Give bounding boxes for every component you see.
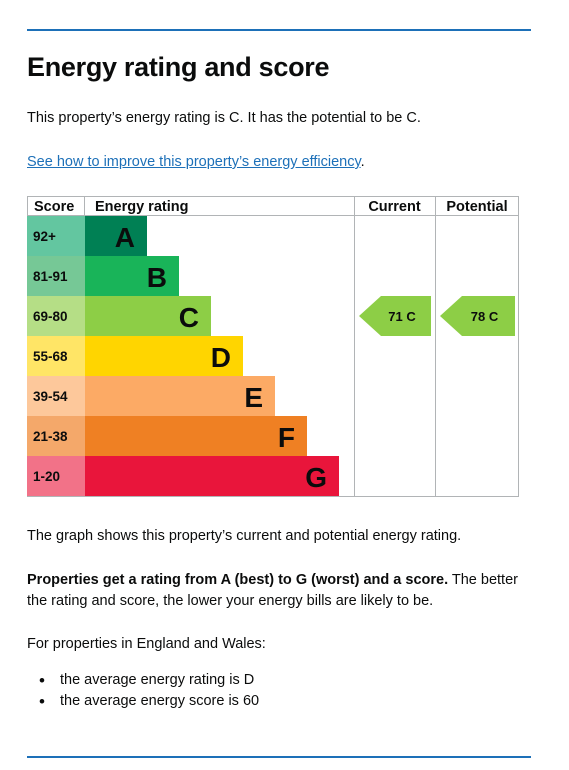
improve-efficiency-link[interactable]: See how to improve this property’s energ… xyxy=(27,154,361,170)
header-energy-rating: Energy rating xyxy=(95,199,188,215)
rating-bar-f xyxy=(85,416,307,456)
score-cell-a xyxy=(27,216,85,256)
score-cell-c xyxy=(27,296,85,336)
rating-letter-b: B xyxy=(147,262,167,293)
rating-bar-c xyxy=(85,296,211,336)
rating-bar-e xyxy=(85,376,275,416)
rating-explanation-bold: Properties get a rating from A (best) to… xyxy=(27,572,449,588)
score-label-a: 92+ xyxy=(33,229,56,244)
current-rating-arrow xyxy=(359,296,431,336)
header-current: Current xyxy=(368,199,421,215)
rating-letter-g: G xyxy=(305,462,327,493)
potential-rating-label: 78 C xyxy=(471,309,499,324)
score-label-f: 21-38 xyxy=(33,429,68,444)
rating-letter-a: A xyxy=(115,222,135,253)
list-item: the average energy score is 60 xyxy=(27,691,259,712)
rating-letter-e: E xyxy=(244,382,263,413)
bottom-divider xyxy=(27,756,531,758)
score-label-e: 39-54 xyxy=(33,389,68,404)
rating-bar-g xyxy=(85,456,339,496)
rating-explanation-rest: The better the rating and score, the low… xyxy=(27,572,518,609)
score-cell-b xyxy=(27,256,85,296)
rating-letter-d: D xyxy=(211,342,231,373)
rating-bar-b xyxy=(85,256,179,296)
top-divider xyxy=(27,29,531,31)
header-potential: Potential xyxy=(446,199,507,215)
improve-link-suffix: . xyxy=(360,154,365,170)
score-cell-f xyxy=(27,416,85,456)
region-intro: For properties in England and Wales: xyxy=(27,636,266,652)
rating-summary: This property’s energy rating is C. It h… xyxy=(27,110,421,126)
rating-letter-f: F xyxy=(278,422,295,453)
averages-list: the average energy rating is D the avera… xyxy=(27,670,259,712)
score-cell-g xyxy=(27,456,85,496)
score-cell-d xyxy=(27,336,85,376)
score-label-c: 69-80 xyxy=(33,309,68,324)
score-cell-e xyxy=(27,376,85,416)
header-score: Score xyxy=(34,199,74,215)
improve-link-line: See how to improve this property’s energ… xyxy=(27,152,365,173)
rating-bar-a xyxy=(85,216,147,256)
score-label-b: 81-91 xyxy=(33,269,68,284)
rating-letter-c: C xyxy=(179,302,199,333)
page-title: Energy rating and score xyxy=(27,52,330,82)
rating-explanation: Properties get a rating from A (best) to… xyxy=(27,570,531,612)
current-rating-label: 71 C xyxy=(388,309,416,324)
score-label-d: 55-68 xyxy=(33,349,68,364)
score-label-g: 1-20 xyxy=(33,469,60,484)
rating-bar-d xyxy=(85,336,243,376)
potential-rating-arrow xyxy=(440,296,515,336)
graph-description: The graph shows this property’s current … xyxy=(27,528,462,544)
energy-rating-chart: Score Energy rating Current Potential 92+ A 81… xyxy=(27,196,519,497)
list-item: the average energy rating is D xyxy=(27,670,259,691)
